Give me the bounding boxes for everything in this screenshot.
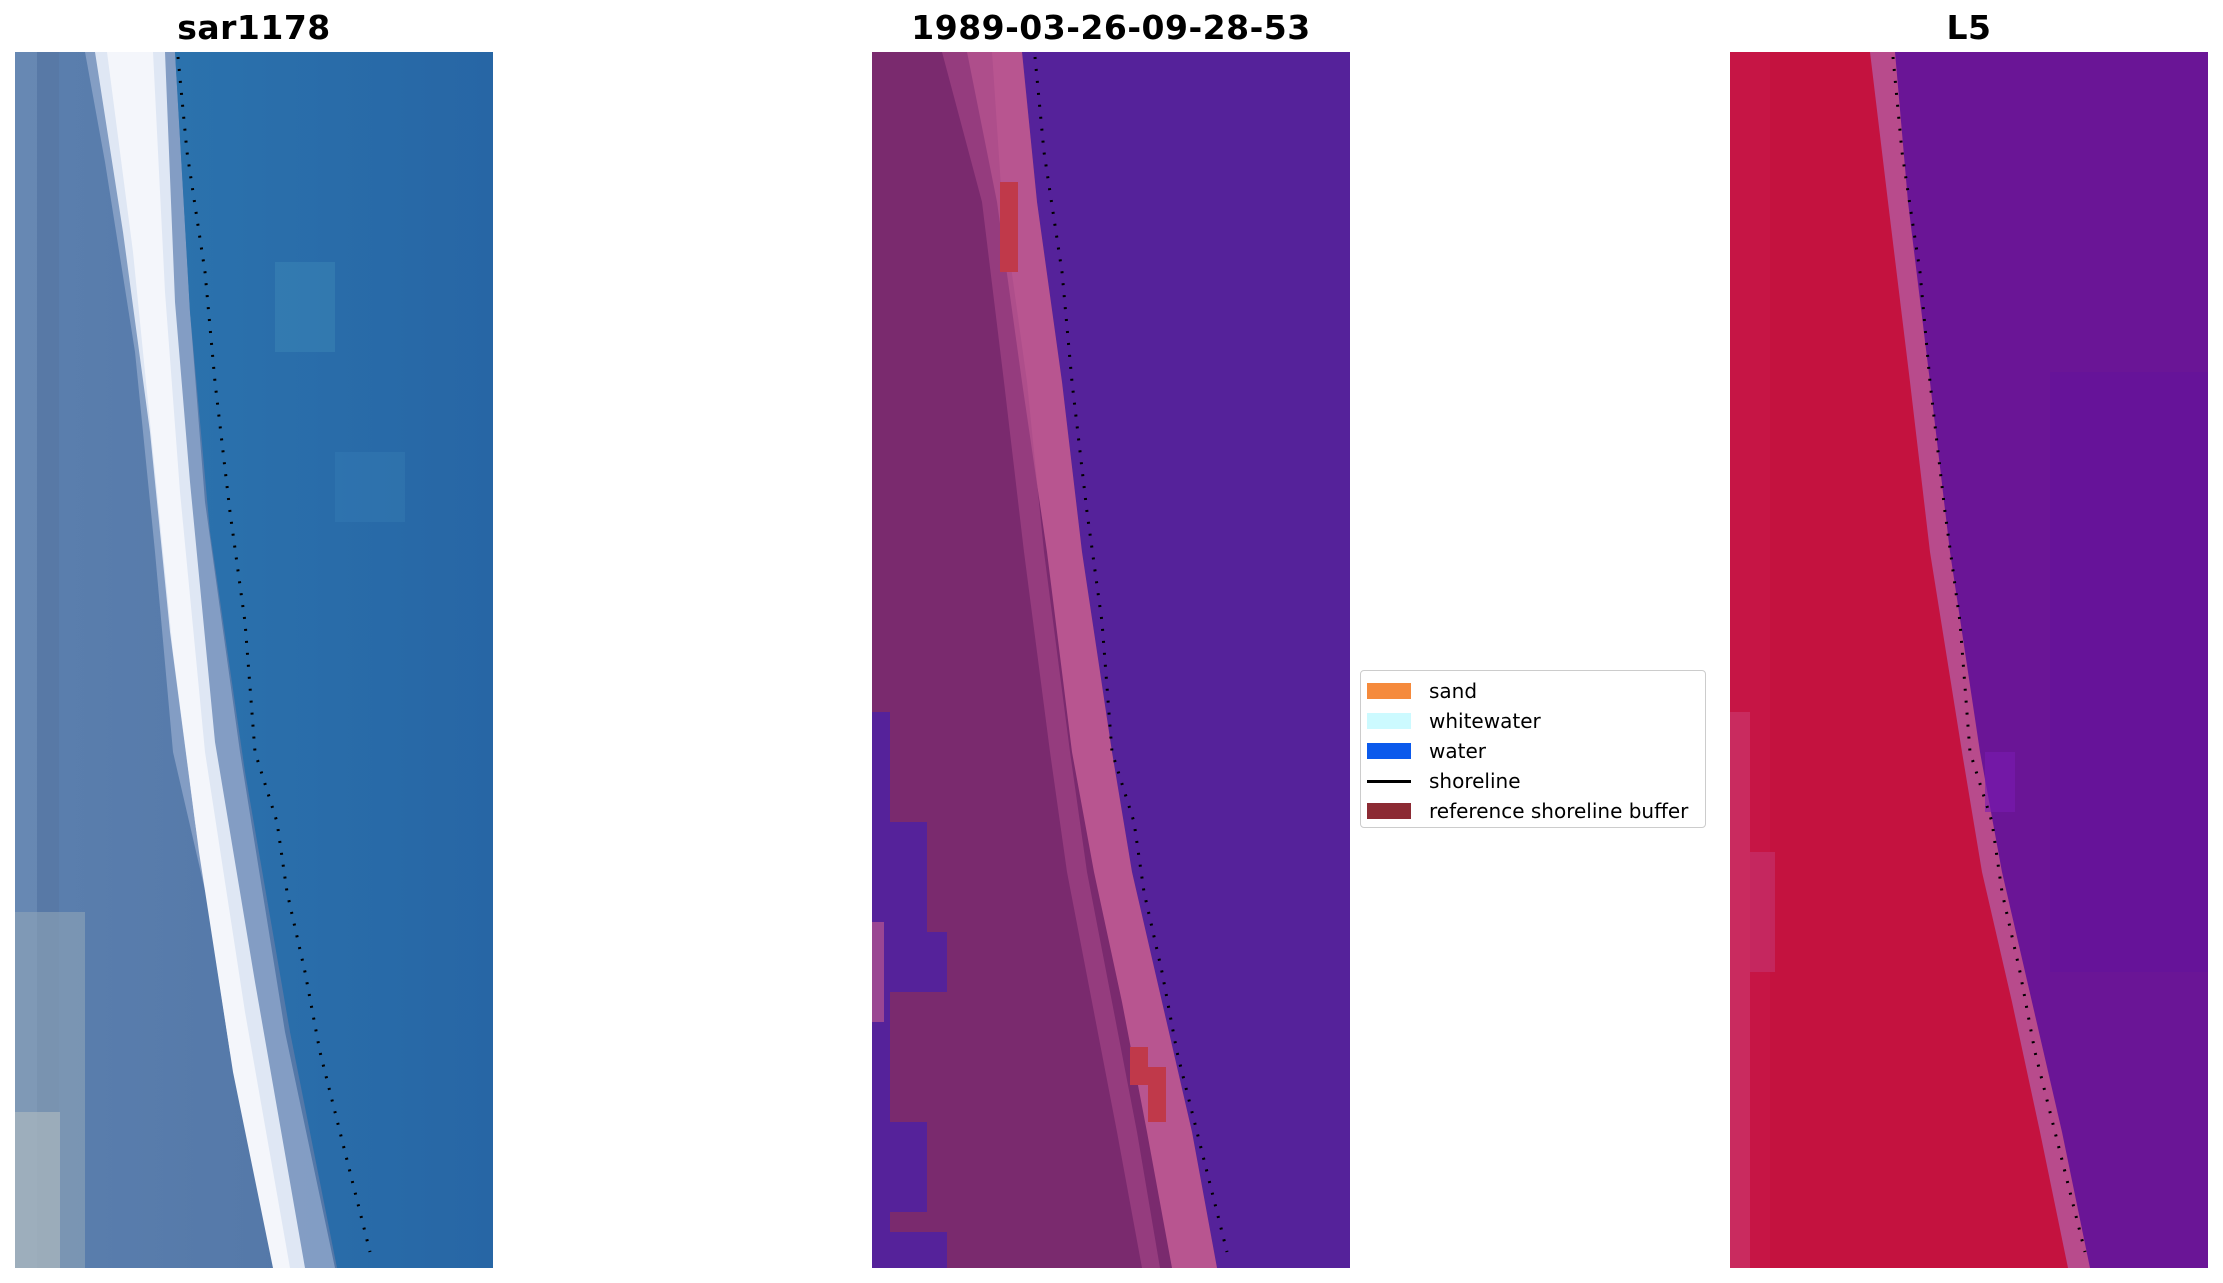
- panel-title: L5: [1946, 8, 1992, 47]
- legend-item-sand: sand: [1367, 677, 1477, 705]
- legend-item-whitewater: whitewater: [1367, 707, 1541, 735]
- legend-label: whitewater: [1429, 709, 1541, 733]
- legend-swatch-reference-buffer: [1367, 803, 1411, 819]
- legend: sand whitewater water shoreline referenc…: [1360, 670, 1706, 828]
- legend-item-shoreline: shoreline: [1367, 767, 1521, 795]
- panel-title: 1989-03-26-09-28-53: [911, 8, 1311, 47]
- legend-swatch-whitewater: [1367, 713, 1411, 729]
- panel-rgb: sar1178: [15, 0, 493, 1283]
- legend-line-shoreline: [1367, 779, 1411, 783]
- legend-label: shoreline: [1429, 769, 1521, 793]
- panel-classification: 1989-03-26-09-28-53: [872, 0, 1350, 1283]
- panel-title: sar1178: [177, 8, 331, 47]
- rgb-satellite-image: [15, 52, 493, 1268]
- legend-label: water: [1429, 739, 1486, 763]
- index-image: [1730, 52, 2208, 1268]
- classification-image: [872, 52, 1350, 1268]
- legend-item-water: water: [1367, 737, 1486, 765]
- legend-label: sand: [1429, 679, 1478, 703]
- legend-swatch-sand: [1367, 683, 1411, 699]
- legend-swatch-water: [1367, 743, 1411, 759]
- legend-item-reference-buffer: reference shoreline buffer: [1367, 797, 1688, 825]
- legend-label: reference shoreline buffer: [1429, 799, 1689, 823]
- panel-index: L5: [1730, 0, 2208, 1283]
